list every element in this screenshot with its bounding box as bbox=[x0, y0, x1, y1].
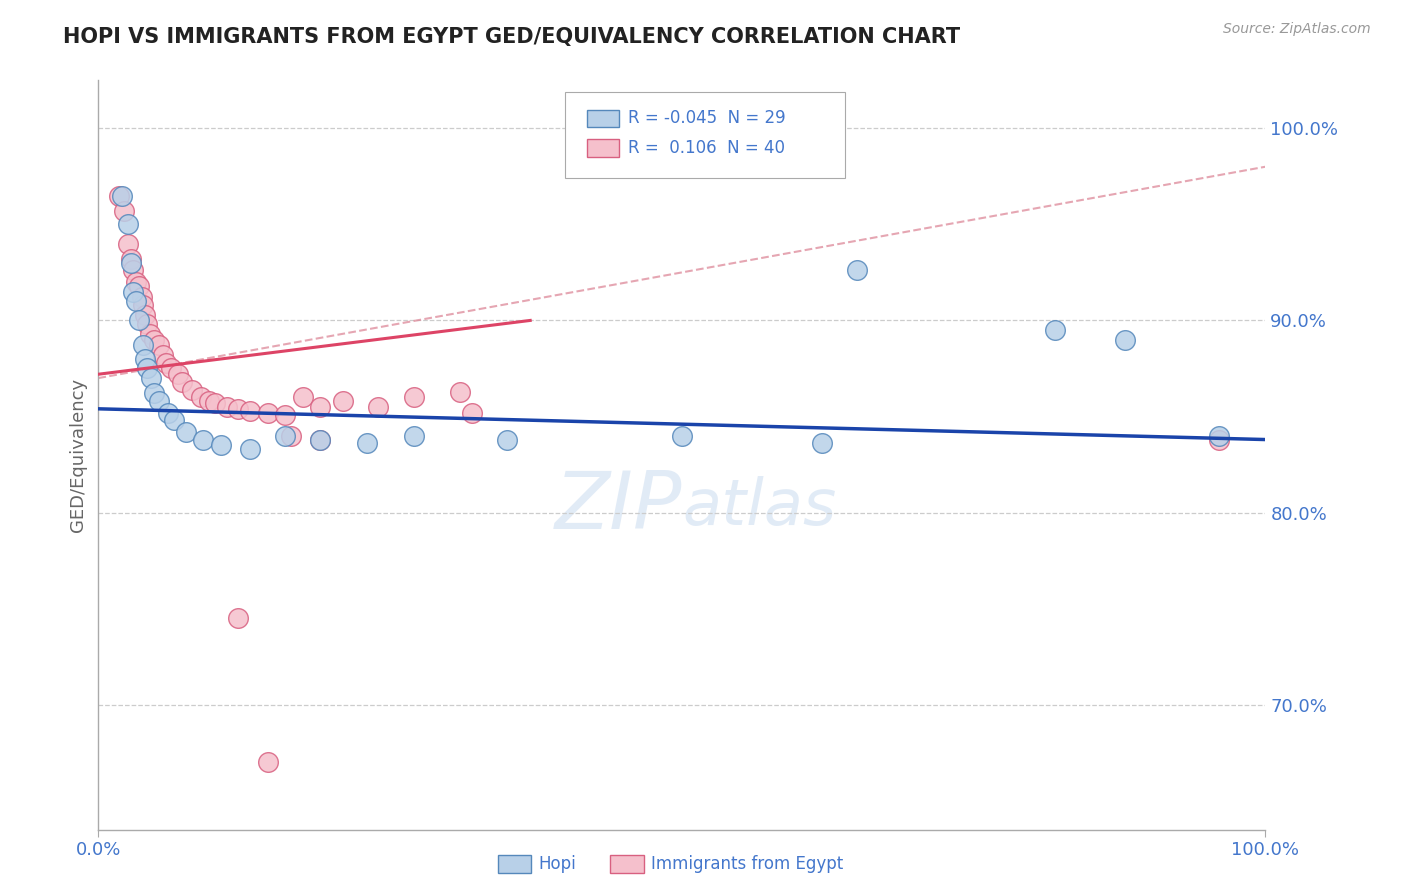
Point bbox=[132, 338, 155, 352]
Text: R = -0.045  N = 29: R = -0.045 N = 29 bbox=[628, 110, 786, 128]
Point bbox=[846, 263, 869, 277]
Point bbox=[204, 396, 226, 410]
Point bbox=[256, 406, 278, 420]
Point bbox=[332, 394, 354, 409]
Point bbox=[163, 413, 186, 427]
Point bbox=[136, 318, 159, 332]
Point bbox=[120, 252, 142, 266]
Point bbox=[166, 368, 188, 382]
Point bbox=[256, 756, 278, 770]
Point bbox=[159, 361, 181, 376]
Point bbox=[128, 278, 150, 293]
Point bbox=[190, 390, 212, 404]
Point bbox=[309, 433, 332, 447]
Point bbox=[239, 403, 262, 417]
Point bbox=[128, 313, 150, 327]
Point bbox=[172, 375, 194, 389]
Point bbox=[122, 285, 145, 299]
Point bbox=[125, 275, 148, 289]
Point bbox=[180, 383, 202, 397]
Point bbox=[228, 611, 250, 625]
Point bbox=[356, 436, 378, 450]
Point bbox=[309, 400, 332, 414]
Point bbox=[112, 203, 135, 218]
Point bbox=[117, 236, 139, 251]
Text: atlas: atlas bbox=[682, 476, 837, 539]
Point bbox=[139, 326, 162, 341]
Point bbox=[148, 394, 170, 409]
Y-axis label: GED/Equivalency: GED/Equivalency bbox=[69, 378, 87, 532]
Point bbox=[111, 188, 134, 202]
Point bbox=[148, 338, 170, 352]
Point bbox=[152, 348, 174, 362]
Point bbox=[402, 390, 425, 404]
Point bbox=[1208, 433, 1230, 447]
Point bbox=[134, 308, 156, 322]
Point bbox=[108, 188, 131, 202]
Point bbox=[228, 401, 250, 416]
Point bbox=[291, 390, 314, 404]
Point bbox=[811, 436, 834, 450]
Text: HOPI VS IMMIGRANTS FROM EGYPT GED/EQUIVALENCY CORRELATION CHART: HOPI VS IMMIGRANTS FROM EGYPT GED/EQUIVA… bbox=[63, 27, 960, 46]
Point bbox=[157, 406, 180, 420]
Point bbox=[131, 290, 153, 304]
Point bbox=[136, 361, 159, 376]
Point bbox=[496, 433, 519, 447]
Point bbox=[193, 433, 215, 447]
Point bbox=[143, 386, 166, 401]
Text: Hopi: Hopi bbox=[538, 855, 576, 873]
Point bbox=[155, 356, 177, 370]
Text: ZIP: ZIP bbox=[554, 468, 682, 547]
Point bbox=[139, 371, 162, 385]
Point bbox=[125, 294, 148, 309]
Point bbox=[309, 433, 332, 447]
Point bbox=[209, 438, 232, 452]
Point bbox=[1208, 428, 1230, 442]
FancyBboxPatch shape bbox=[565, 92, 845, 178]
Point bbox=[143, 333, 166, 347]
Point bbox=[122, 263, 145, 277]
Point bbox=[1114, 333, 1136, 347]
Point bbox=[239, 442, 262, 457]
Point bbox=[174, 425, 197, 439]
Text: R =  0.106  N = 40: R = 0.106 N = 40 bbox=[628, 139, 785, 158]
Point bbox=[132, 298, 155, 312]
FancyBboxPatch shape bbox=[588, 139, 619, 158]
Point bbox=[117, 218, 139, 232]
Point bbox=[198, 394, 221, 409]
Point bbox=[671, 428, 693, 442]
Point bbox=[280, 428, 302, 442]
Point bbox=[274, 428, 297, 442]
Point bbox=[1045, 323, 1067, 337]
Point bbox=[461, 406, 484, 420]
Point bbox=[367, 400, 389, 414]
Point bbox=[449, 384, 471, 399]
Point bbox=[274, 408, 297, 422]
Point bbox=[120, 256, 142, 270]
Point bbox=[215, 400, 238, 414]
Text: Source: ZipAtlas.com: Source: ZipAtlas.com bbox=[1223, 22, 1371, 37]
Text: Immigrants from Egypt: Immigrants from Egypt bbox=[651, 855, 844, 873]
Point bbox=[134, 351, 156, 366]
Point bbox=[402, 428, 425, 442]
FancyBboxPatch shape bbox=[588, 110, 619, 128]
